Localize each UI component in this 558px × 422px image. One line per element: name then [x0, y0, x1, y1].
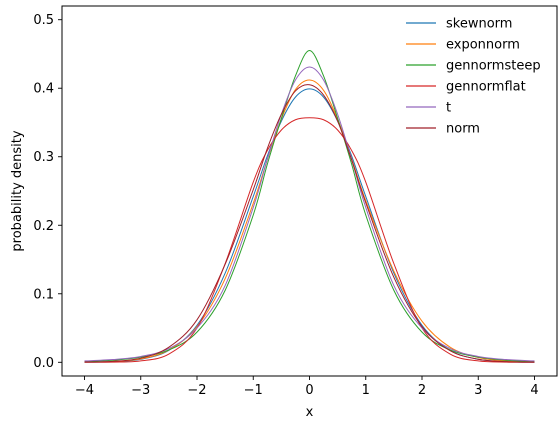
series-line-t — [84, 66, 535, 362]
y-axis-label: probability density — [10, 130, 25, 251]
y-tick-label: 0.0 — [33, 356, 54, 371]
legend: skewnorm exponnorm gennormsteep gennormflat… — [406, 17, 541, 137]
x-tick-label: 1 — [362, 383, 370, 398]
y-axis: 0.0 0.1 0.2 0.3 0.4 0.5 — [33, 13, 62, 371]
series-line-norm — [84, 84, 535, 363]
x-tick-label: −2 — [187, 383, 206, 398]
x-axis-label: x — [306, 405, 314, 420]
y-tick-label: 0.5 — [33, 13, 54, 28]
x-tick-label: −3 — [131, 383, 150, 398]
x-tick-label: 4 — [530, 383, 538, 398]
series-line-gennormsteep — [84, 50, 535, 362]
series-line-gennormflat — [84, 117, 535, 363]
legend-label-gennormsteep: gennormsteep — [446, 59, 541, 74]
series-line-exponnorm — [84, 79, 535, 363]
x-tick-label: 3 — [474, 383, 482, 398]
x-tick-label: −4 — [75, 383, 94, 398]
legend-label-t: t — [446, 101, 451, 116]
y-tick-label: 0.3 — [33, 150, 54, 165]
plot-lines — [84, 50, 535, 363]
legend-label-norm: norm — [446, 122, 480, 137]
x-tick-label: 0 — [305, 383, 313, 398]
y-tick-label: 0.4 — [33, 82, 54, 97]
legend-label-skewnorm: skewnorm — [446, 17, 512, 32]
x-axis: −4 −3 −2 −1 0 1 2 3 4 — [75, 376, 539, 398]
y-tick-label: 0.1 — [33, 287, 54, 302]
x-tick-label: −1 — [244, 383, 263, 398]
legend-label-exponnorm: exponnorm — [446, 38, 520, 53]
legend-label-gennormflat: gennormflat — [446, 80, 526, 95]
y-tick-label: 0.2 — [33, 219, 54, 234]
x-tick-label: 2 — [418, 383, 426, 398]
